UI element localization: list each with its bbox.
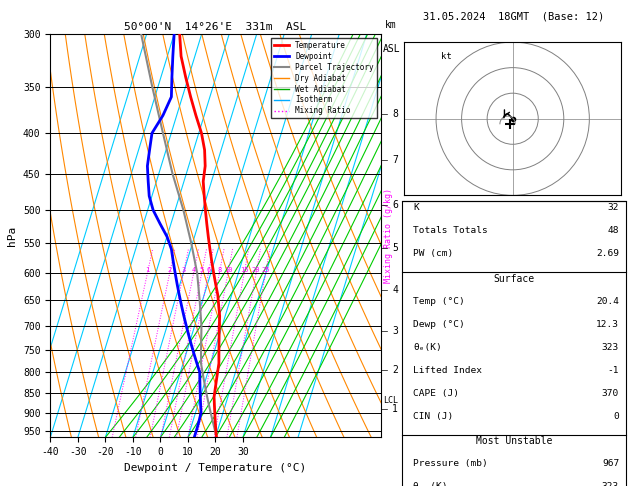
Text: 31.05.2024  18GMT  (Base: 12): 31.05.2024 18GMT (Base: 12) [423,12,604,22]
Text: 48: 48 [608,226,619,235]
Legend: Temperature, Dewpoint, Parcel Trajectory, Dry Adiabat, Wet Adiabat, Isotherm, Mi: Temperature, Dewpoint, Parcel Trajectory… [270,38,377,119]
Text: 2: 2 [167,267,172,273]
Text: K: K [413,204,419,212]
Text: 8: 8 [217,267,221,273]
Text: Totals Totals: Totals Totals [413,226,487,235]
Text: 3: 3 [181,267,186,273]
Text: 32: 32 [608,204,619,212]
Text: LCL: LCL [382,397,398,405]
Text: 370: 370 [602,389,619,398]
Text: -1: -1 [608,365,619,375]
Text: 20.4: 20.4 [596,296,619,306]
Text: 323: 323 [602,343,619,351]
Title: 50°00'N  14°26'E  331m  ASL: 50°00'N 14°26'E 331m ASL [125,22,306,32]
Text: 1: 1 [145,267,150,273]
Text: 4: 4 [192,267,196,273]
Text: 4: 4 [392,285,398,295]
Text: 25: 25 [261,267,270,273]
Text: Pressure (mb): Pressure (mb) [413,459,487,468]
Text: 3: 3 [392,326,398,336]
Text: 0: 0 [613,412,619,420]
Text: 5: 5 [392,243,398,253]
Text: 967: 967 [602,459,619,468]
Text: 12.3: 12.3 [596,320,619,329]
Text: Most Unstable: Most Unstable [476,436,552,446]
Text: Lifted Index: Lifted Index [413,365,482,375]
Text: Dewp (°C): Dewp (°C) [413,320,465,329]
X-axis label: Dewpoint / Temperature (°C): Dewpoint / Temperature (°C) [125,463,306,473]
Text: CAPE (J): CAPE (J) [413,389,459,398]
Text: Mixing Ratio (g/kg): Mixing Ratio (g/kg) [384,188,393,283]
Text: 2.69: 2.69 [596,249,619,259]
Text: θₑ (K): θₑ (K) [413,482,447,486]
Text: 323: 323 [602,482,619,486]
Text: 6: 6 [392,200,398,209]
Text: CIN (J): CIN (J) [413,412,454,420]
Text: Surface: Surface [493,274,535,284]
Text: θₑ(K): θₑ(K) [413,343,442,351]
Text: kt: kt [441,52,452,61]
Text: 20: 20 [252,267,260,273]
Text: km: km [386,20,397,30]
Text: 2: 2 [392,365,398,375]
Text: 5: 5 [199,267,204,273]
Text: 15: 15 [240,267,248,273]
Text: 10: 10 [224,267,232,273]
Text: Temp (°C): Temp (°C) [413,296,465,306]
Text: 1: 1 [392,404,398,414]
Text: PW (cm): PW (cm) [413,249,454,259]
Text: 7: 7 [392,155,398,165]
Text: 8: 8 [392,109,398,119]
Text: ASL: ASL [382,44,400,54]
Y-axis label: hPa: hPa [8,226,18,246]
Text: 6: 6 [206,267,211,273]
